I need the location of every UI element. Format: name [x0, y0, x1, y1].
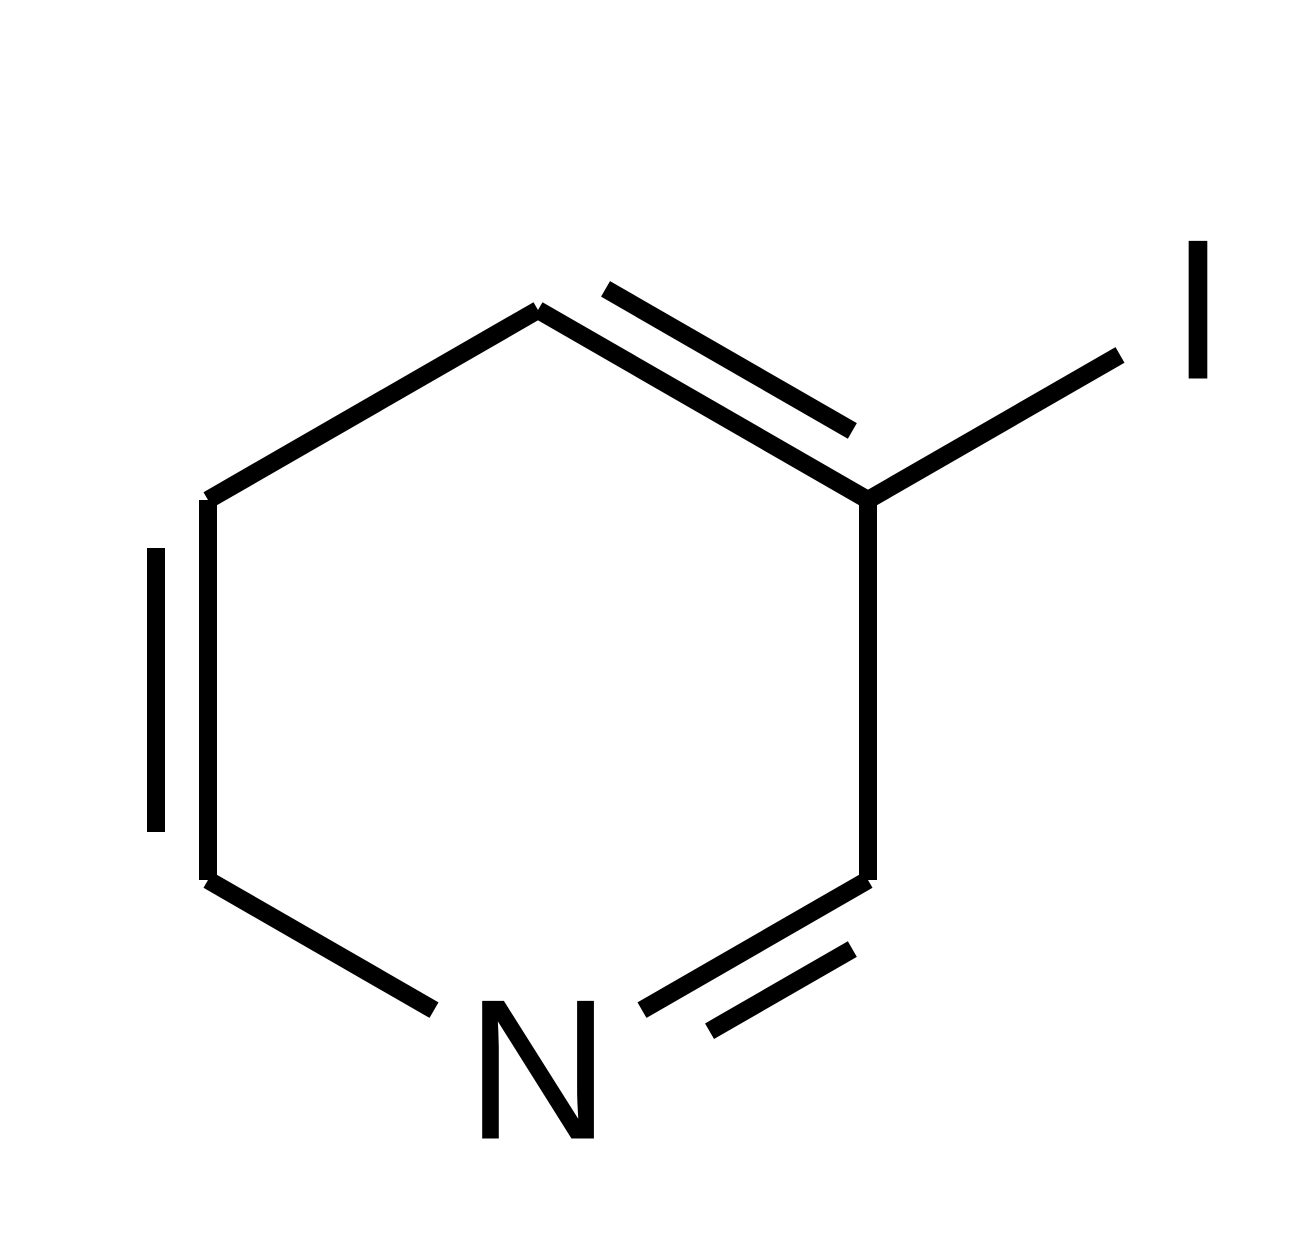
chemical-structure-canvas: NI: [0, 0, 1309, 1248]
atom-label-i: I: [1170, 199, 1226, 422]
molecule-svg: NI: [0, 0, 1309, 1248]
atom-label-n: N: [466, 959, 610, 1182]
